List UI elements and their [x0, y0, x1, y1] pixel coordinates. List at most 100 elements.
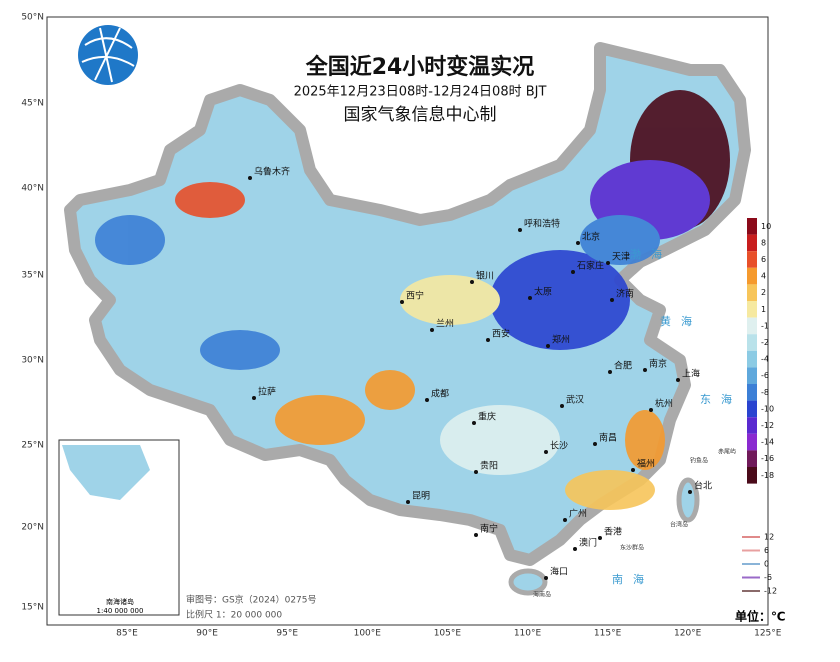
patch [200, 330, 280, 370]
city-dot [474, 470, 478, 474]
city-label: 合肥 [614, 360, 632, 372]
colorbar-label: -2 [761, 338, 769, 347]
city-label: 昆明 [412, 491, 430, 502]
colorbar-label: -14 [761, 438, 774, 447]
city-dot [608, 370, 612, 374]
lat-label: 35°N [21, 271, 44, 281]
city-dot [252, 396, 256, 400]
lon-label: 100°E [354, 629, 382, 639]
city-label: 成都 [431, 388, 449, 400]
taiwan [676, 477, 700, 523]
logo-lines [81, 27, 135, 83]
lat-label: 50°N [21, 13, 44, 23]
contour-legend-label: -6 [764, 573, 772, 582]
sea-label: 南海 [612, 572, 654, 586]
patch [95, 215, 165, 265]
island-label: 海南岛 [533, 591, 551, 599]
city-label: 福州 [637, 458, 655, 470]
colorbar-label: -10 [761, 404, 774, 413]
city-dot [563, 518, 567, 522]
lon-label: 115°E [594, 629, 622, 639]
colorbar-segment [747, 384, 757, 401]
temperature-patches [95, 90, 730, 510]
city-dot [598, 536, 602, 540]
inset-land [62, 445, 150, 500]
colorbar-segment [747, 367, 757, 384]
colorbar-label: -16 [761, 454, 774, 463]
lon-label: 90°E [196, 629, 218, 639]
sea-label: 渤海 [630, 247, 672, 261]
lon-label: 85°E [116, 629, 138, 639]
lon-label: 110°E [514, 629, 542, 639]
city-label: 西安 [492, 328, 510, 340]
island-label: 台湾岛 [670, 521, 688, 529]
colorbar-segment [747, 400, 757, 418]
sea-label: 黄海 [660, 314, 702, 328]
city-label: 拉萨 [258, 386, 276, 398]
org: 国家气象信息中心制 [344, 105, 497, 125]
colorbar-segment [747, 267, 757, 285]
city-dot [400, 300, 404, 304]
city-dot [470, 280, 474, 284]
colorbar-segment [747, 417, 757, 434]
city-label: 南昌 [599, 432, 617, 444]
city-label: 重庆 [478, 411, 496, 423]
city-label: 天津 [612, 252, 630, 263]
city-label: 济南 [616, 288, 634, 300]
city-dot [248, 176, 252, 180]
city-dot [643, 368, 647, 372]
colorbar-label: 2 [761, 288, 766, 297]
city-dot [474, 533, 478, 537]
lat-label: 45°N [21, 99, 44, 109]
city-label: 郑州 [552, 334, 570, 346]
lat-label: 15°N [21, 603, 44, 613]
city-dot [486, 338, 490, 342]
city-label: 南宁 [480, 523, 498, 535]
contour-legend-label: 6 [764, 546, 769, 555]
lon-label: 120°E [674, 629, 702, 639]
city-dot [430, 328, 434, 332]
city-label: 乌鲁木齐 [254, 166, 290, 178]
inset-title: 南海诸岛 [106, 597, 134, 606]
city-dot [631, 468, 635, 472]
sea-label: 东海 [700, 392, 742, 406]
city-label: 海口 [550, 566, 568, 578]
colorbar-segment [747, 284, 757, 301]
colorbar-segment [747, 218, 757, 235]
city-label: 兰州 [436, 318, 454, 330]
colorbar-label: -12 [761, 421, 774, 430]
island-label: 赤尾屿 [718, 448, 736, 456]
colorbar-segment [747, 317, 757, 335]
colorbar-segment [747, 450, 757, 467]
colorbar-label: -1 [761, 321, 769, 330]
city-dot [472, 421, 476, 425]
patch [440, 405, 560, 475]
island-label: 东沙群岛 [620, 544, 644, 552]
patch [580, 215, 660, 265]
patch [365, 370, 415, 410]
colorbar-segment [747, 234, 757, 252]
lon-label: 95°E [276, 629, 298, 639]
city-label: 台北 [694, 480, 712, 492]
city-dot [688, 490, 692, 494]
lat-label: 25°N [21, 441, 44, 451]
patch [275, 395, 365, 445]
city-dot [610, 298, 614, 302]
city-label: 长沙 [550, 440, 568, 452]
city-dot [606, 261, 610, 265]
colorbar-segment [747, 433, 757, 451]
colorbar-label: -4 [761, 355, 769, 364]
city-dot [425, 398, 429, 402]
city-label: 石家庄 [577, 260, 604, 272]
city-dot [560, 404, 564, 408]
patch [490, 250, 630, 350]
colorbar-segment [747, 251, 757, 268]
patch [400, 275, 500, 325]
contour-legend-label: 12 [764, 533, 774, 542]
city-label: 上海 [682, 368, 700, 380]
colorbar-segment [747, 467, 757, 484]
city-label: 澳门 [579, 537, 597, 549]
island-label: 钓鱼岛 [690, 457, 708, 465]
colorbar-label: -6 [761, 371, 769, 380]
